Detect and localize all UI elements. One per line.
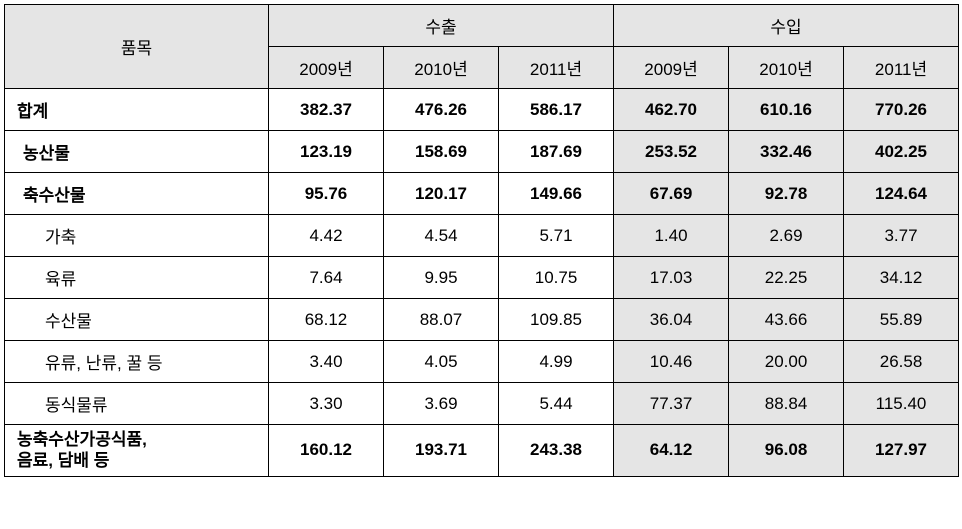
- header-import-2009: 2009년: [614, 47, 729, 89]
- import-cell: 26.58: [844, 341, 959, 383]
- import-cell: 34.12: [844, 257, 959, 299]
- table-row: 동식물류3.303.695.4477.3788.84115.40: [5, 383, 959, 425]
- export-cell: 4.99: [499, 341, 614, 383]
- header-export-2010: 2010년: [384, 47, 499, 89]
- export-cell: 382.37: [269, 89, 384, 131]
- import-cell: 332.46: [729, 131, 844, 173]
- import-cell: 770.26: [844, 89, 959, 131]
- table-header: 품목 수출 수입 2009년 2010년 2011년 2009년 2010년 2…: [5, 5, 959, 89]
- header-import-2010: 2010년: [729, 47, 844, 89]
- row-label: 축수산물: [5, 173, 269, 215]
- header-export: 수출: [269, 5, 614, 47]
- export-cell: 243.38: [499, 425, 614, 477]
- export-cell: 123.19: [269, 131, 384, 173]
- import-cell: 88.84: [729, 383, 844, 425]
- row-label: 농산물: [5, 131, 269, 173]
- row-label: 유류, 난류, 꿀 등: [5, 341, 269, 383]
- import-cell: 610.16: [729, 89, 844, 131]
- import-cell: 67.69: [614, 173, 729, 215]
- row-label: 가축: [5, 215, 269, 257]
- export-cell: 4.05: [384, 341, 499, 383]
- import-cell: 127.97: [844, 425, 959, 477]
- table-row: 합계382.37476.26586.17462.70610.16770.26: [5, 89, 959, 131]
- table-row: 수산물68.1288.07109.8536.0443.6655.89: [5, 299, 959, 341]
- export-cell: 3.30: [269, 383, 384, 425]
- export-cell: 10.75: [499, 257, 614, 299]
- import-cell: 124.64: [844, 173, 959, 215]
- export-cell: 9.95: [384, 257, 499, 299]
- import-cell: 3.77: [844, 215, 959, 257]
- import-cell: 462.70: [614, 89, 729, 131]
- table-row: 유류, 난류, 꿀 등3.404.054.9910.4620.0026.58: [5, 341, 959, 383]
- import-cell: 92.78: [729, 173, 844, 215]
- import-cell: 402.25: [844, 131, 959, 173]
- export-cell: 7.64: [269, 257, 384, 299]
- import-cell: 36.04: [614, 299, 729, 341]
- table-row: 농산물123.19158.69187.69253.52332.46402.25: [5, 131, 959, 173]
- import-cell: 253.52: [614, 131, 729, 173]
- import-cell: 64.12: [614, 425, 729, 477]
- import-cell: 10.46: [614, 341, 729, 383]
- row-label: 육류: [5, 257, 269, 299]
- table-body: 합계382.37476.26586.17462.70610.16770.26농산…: [5, 89, 959, 477]
- import-cell: 43.66: [729, 299, 844, 341]
- row-label: 수산물: [5, 299, 269, 341]
- table-row: 가축4.424.545.711.402.693.77: [5, 215, 959, 257]
- export-cell: 158.69: [384, 131, 499, 173]
- header-import: 수입: [614, 5, 959, 47]
- table-row: 농축수산가공식품,음료, 담배 등160.12193.71243.3864.12…: [5, 425, 959, 477]
- export-cell: 187.69: [499, 131, 614, 173]
- export-cell: 3.69: [384, 383, 499, 425]
- header-export-2009: 2009년: [269, 47, 384, 89]
- export-cell: 149.66: [499, 173, 614, 215]
- import-cell: 22.25: [729, 257, 844, 299]
- export-cell: 109.85: [499, 299, 614, 341]
- export-cell: 476.26: [384, 89, 499, 131]
- export-cell: 88.07: [384, 299, 499, 341]
- import-cell: 55.89: [844, 299, 959, 341]
- export-cell: 193.71: [384, 425, 499, 477]
- row-label: 합계: [5, 89, 269, 131]
- import-cell: 96.08: [729, 425, 844, 477]
- row-label: 농축수산가공식품,음료, 담배 등: [5, 425, 269, 477]
- export-cell: 586.17: [499, 89, 614, 131]
- export-cell: 5.44: [499, 383, 614, 425]
- header-export-2011: 2011년: [499, 47, 614, 89]
- trade-table: 품목 수출 수입 2009년 2010년 2011년 2009년 2010년 2…: [4, 4, 959, 477]
- export-cell: 4.42: [269, 215, 384, 257]
- header-import-2011: 2011년: [844, 47, 959, 89]
- import-cell: 115.40: [844, 383, 959, 425]
- import-cell: 17.03: [614, 257, 729, 299]
- export-cell: 95.76: [269, 173, 384, 215]
- import-cell: 77.37: [614, 383, 729, 425]
- export-cell: 3.40: [269, 341, 384, 383]
- table-row: 육류7.649.9510.7517.0322.2534.12: [5, 257, 959, 299]
- export-cell: 160.12: [269, 425, 384, 477]
- import-cell: 20.00: [729, 341, 844, 383]
- export-cell: 68.12: [269, 299, 384, 341]
- export-cell: 4.54: [384, 215, 499, 257]
- header-label: 품목: [5, 5, 269, 89]
- table-row: 축수산물95.76120.17149.6667.6992.78124.64: [5, 173, 959, 215]
- import-cell: 1.40: [614, 215, 729, 257]
- export-cell: 5.71: [499, 215, 614, 257]
- import-cell: 2.69: [729, 215, 844, 257]
- export-cell: 120.17: [384, 173, 499, 215]
- row-label: 동식물류: [5, 383, 269, 425]
